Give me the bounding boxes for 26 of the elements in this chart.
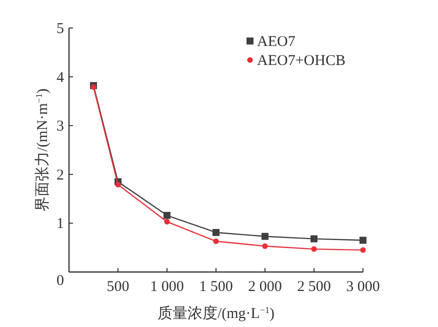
- y-tick-label: 4: [56, 70, 64, 86]
- point: [310, 235, 318, 242]
- point: [311, 246, 317, 252]
- x-tick-label: 3 000: [346, 279, 380, 295]
- point: [262, 232, 268, 240]
- x-tick-label: 2 000: [248, 279, 282, 295]
- y-tick-label: 2: [56, 167, 64, 184]
- point: [360, 236, 366, 244]
- y-tick-label: 1: [56, 216, 64, 232]
- x-tick-label: 500: [106, 279, 130, 295]
- y-tick-label: 3: [56, 118, 64, 135]
- point: [212, 228, 220, 236]
- point: [262, 243, 268, 249]
- x-axis-title: 质量浓度/(mg·L$^{−1}$): [157, 305, 275, 322]
- point: [164, 218, 170, 225]
- y-tick-label: 0: [56, 273, 64, 289]
- legend-label: AEO7: [257, 34, 296, 50]
- point: [115, 182, 121, 188]
- x-tick-label: 1 500: [199, 279, 233, 295]
- point: [164, 212, 170, 219]
- x-tick-label: 2 500: [297, 279, 331, 295]
- y-tick-label: 5: [56, 21, 64, 37]
- point: [213, 238, 219, 244]
- x-tick-label: 1 000: [150, 279, 184, 295]
- point: [360, 247, 366, 253]
- legend-label: AEO7+OHCB: [257, 53, 346, 69]
